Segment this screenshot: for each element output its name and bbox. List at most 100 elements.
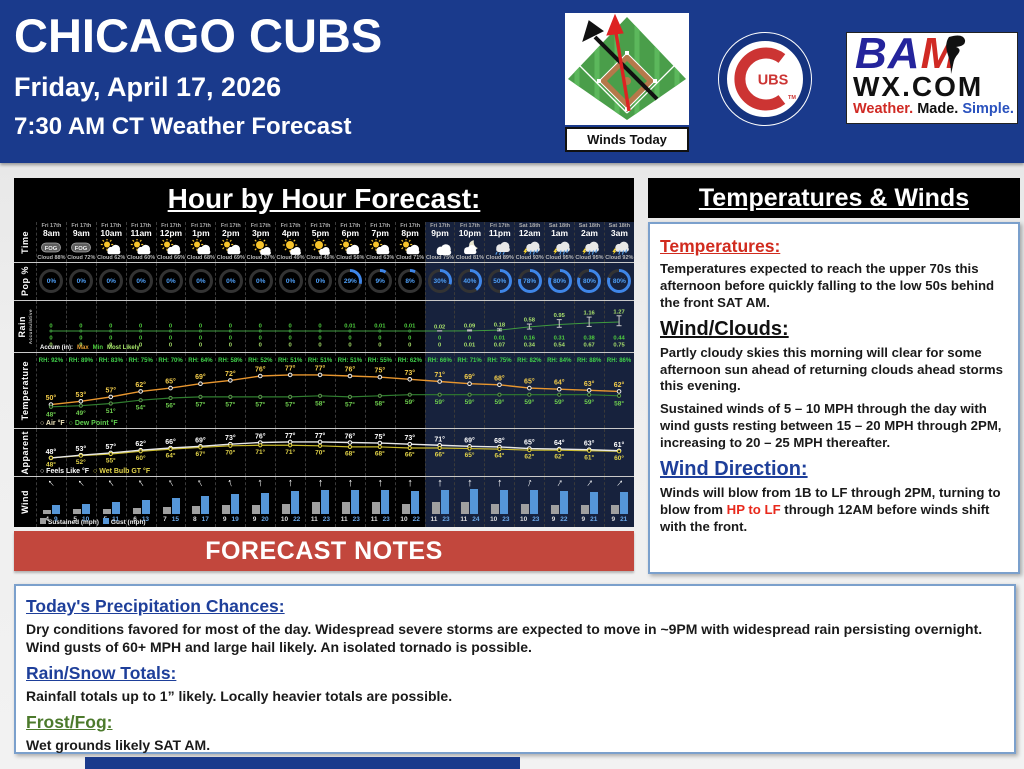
wind-bars xyxy=(67,503,96,514)
hour-by-hour-panel: Hour by Hour Forecast: Time Fri 17th 8am FO… xyxy=(14,178,634,527)
gust-value: 15 xyxy=(171,516,179,523)
row-cells-time: Fri 17th 8am FOG Cloud 88% Fri 17th 9am FOG Clo… xyxy=(36,222,634,262)
sustained-bar xyxy=(401,503,410,514)
pop-percent-value: 0% xyxy=(166,277,176,285)
hour-cell-app-4pm xyxy=(275,429,305,476)
hour-day-label: Fri 17th xyxy=(41,223,62,229)
hour-day-label: Fri 17th xyxy=(459,223,480,229)
weather-partly-icon xyxy=(220,239,241,255)
cloud-cover-label: Cloud 71% xyxy=(396,255,425,261)
hour-label: 6pm xyxy=(341,228,360,238)
hour-label: 1pm xyxy=(192,228,210,238)
cloud-cover-label: Cloud 95% xyxy=(545,255,574,261)
weather-fog-icon: FOG xyxy=(71,242,92,253)
sustained-value: 9 xyxy=(551,516,556,523)
gust-bar xyxy=(111,502,120,514)
sustained-bar xyxy=(282,503,291,514)
hour-label: 9am xyxy=(72,228,90,238)
hour-cell-pop-7pm: 9% xyxy=(364,263,395,300)
wind-bars xyxy=(426,489,455,514)
forecast-notes-panel: Today's Precipitation Chances: Dry condi… xyxy=(14,584,1016,754)
hour-cell-temp-8am xyxy=(36,353,66,428)
hour-cell-pop-8am: 0% xyxy=(36,263,66,300)
cloud-cover-label: Cloud 49% xyxy=(276,255,305,261)
hour-cell-time-2am: Sat 18th 2am Cloud 95% xyxy=(574,222,604,262)
weather-fog-icon: FOG xyxy=(41,242,62,253)
gust-value: 21 xyxy=(620,516,628,523)
weather-sunny-icon xyxy=(252,239,271,255)
rain-snow-totals-heading: Rain/Snow Totals: xyxy=(26,662,177,683)
sustained-bar xyxy=(222,504,231,514)
hour-cell-time-10pm: Fri 17th 10pm Cloud 81% xyxy=(454,222,485,262)
hour-day-label: Sat 18th xyxy=(578,223,601,229)
wind-bars xyxy=(545,490,574,514)
pop-percent-value: 80% xyxy=(582,277,596,285)
hour-cell-pop-1pm: 0% xyxy=(185,263,215,300)
sustained-value: 6 xyxy=(133,516,137,523)
sustained-bar xyxy=(371,502,380,514)
wind-direction-arrow: ↑ xyxy=(467,477,473,489)
weather-storm-icon xyxy=(582,241,600,255)
wind-bars xyxy=(97,502,126,514)
svg-text:FOG: FOG xyxy=(45,246,58,252)
wind-bars xyxy=(605,491,634,514)
gust-value: 20 xyxy=(261,516,269,523)
hour-cell-temp-1pm xyxy=(185,353,215,428)
cloud-cover-label: Cloud 56% xyxy=(336,255,365,261)
wind-values: 11 23 xyxy=(426,516,455,523)
hour-cell-app-8am xyxy=(36,429,66,476)
wind-direction-arrow: ↑ xyxy=(195,476,206,490)
sustained-bar xyxy=(311,502,320,514)
wind-values: 11 24 xyxy=(455,516,484,523)
pop-percent-ring: 8% xyxy=(398,269,423,293)
cloud-cover-label: Cloud 92% xyxy=(605,255,634,261)
forecast-row-wind: Wind↑49↑510↑511↑613↑715↑817↑919↑920↑1022… xyxy=(14,476,634,527)
pop-percent-value: 0% xyxy=(76,277,87,285)
gust-bar xyxy=(171,498,180,514)
hour-cell-rain-1am xyxy=(544,301,575,352)
hour-cell-rain-2am xyxy=(574,301,604,352)
wind-direction-arrow: ↑ xyxy=(407,477,413,489)
hour-cell-rain-1pm xyxy=(185,301,215,352)
row-label-time: Time xyxy=(20,230,30,254)
wind-bars xyxy=(455,488,484,514)
forecast-row-temp: Temperature RH: 92% 50° 48° RH: 89% 53° 49° RH:… xyxy=(14,352,634,428)
hour-cell-pop-4pm: 0% xyxy=(275,263,305,300)
pop-percent-value: 0% xyxy=(226,277,236,285)
sustained-value: 11 xyxy=(430,516,438,523)
gust-bar xyxy=(231,494,240,514)
pop-percent-ring: 0% xyxy=(39,269,64,293)
hour-cell-app-5pm xyxy=(305,429,335,476)
hour-cell-time-7pm: Fri 17th 7pm Cloud 63% xyxy=(364,222,395,262)
gust-bar xyxy=(141,500,150,514)
forecast-notes-bar: FORECAST NOTES xyxy=(14,531,634,571)
gust-bar xyxy=(589,491,598,514)
hour-cell-rain-9pm xyxy=(424,301,455,352)
pop-percent-value: 80% xyxy=(612,277,626,285)
row-label-temp: Temperature xyxy=(20,360,30,421)
hour-label: 7pm xyxy=(371,228,389,238)
wind-direction-heading: Wind Direction: xyxy=(660,458,808,481)
wind-bars xyxy=(396,490,425,514)
gust-value: 19 xyxy=(231,516,239,523)
hour-label: 4pm xyxy=(281,228,300,238)
pop-percent-value: 78% xyxy=(523,277,537,285)
hour-label: 2am xyxy=(580,228,598,238)
wind-direction-body: Winds will blow from 1B to LF through 2P… xyxy=(660,485,1001,534)
gust-value: 13 xyxy=(141,516,150,523)
hour-day-label: Fri 17th xyxy=(489,223,510,229)
wind-clouds-heading: Wind/Clouds: xyxy=(660,317,789,340)
sustained-value: 10 xyxy=(519,516,528,523)
winds-today-field-diagram xyxy=(565,13,689,125)
hour-day-label: Fri 17th xyxy=(340,223,361,229)
hour-cell-time-5pm: Fri 17th 5pm Cloud 45% xyxy=(305,222,335,262)
gust-value: 10 xyxy=(82,516,90,523)
row-label-pop: Pop % xyxy=(20,266,30,297)
hour-cell-temp-10am xyxy=(95,353,126,428)
hour-cell-app-12pm xyxy=(155,429,186,476)
cloud-cover-label: Cloud 88% xyxy=(37,255,66,261)
hour-cell-wind-11am: ↑ 6 13 xyxy=(125,477,156,527)
row-cells-wind: ↑49↑510↑511↑613↑715↑817↑919↑920↑1022↑112… xyxy=(36,476,634,527)
hour-cell-temp-12pm xyxy=(155,353,186,428)
forecast-row-app: Apparent 48° 48° 53° 52° 57° 55° 62° 60° 66° 64° 69… xyxy=(14,428,634,476)
